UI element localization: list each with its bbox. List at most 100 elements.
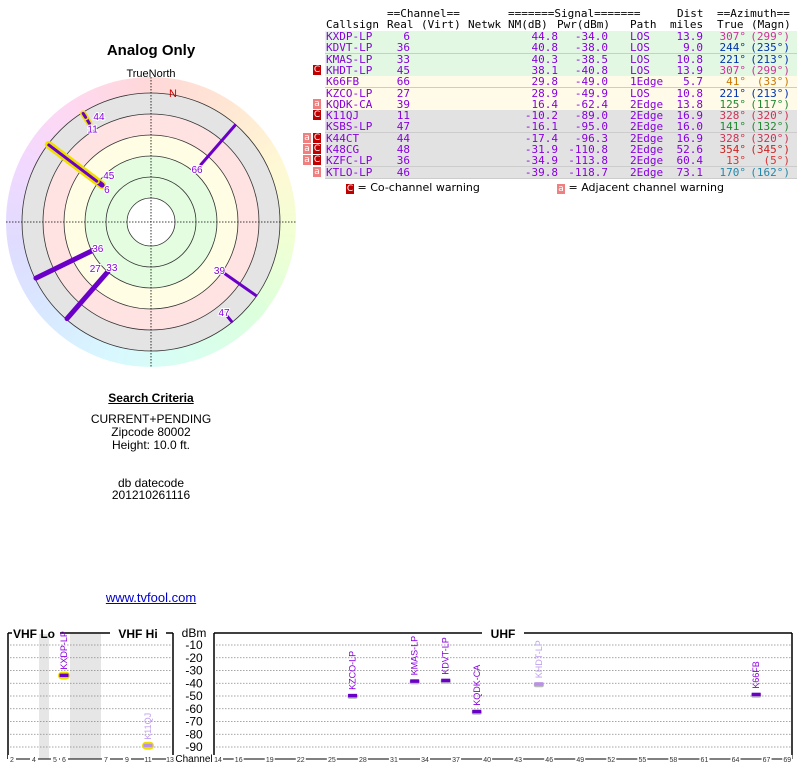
- adjacent-channel-symbol: a: [557, 184, 565, 194]
- marker-callsign: KXDP-LP: [59, 631, 69, 670]
- channel-tick: 2: [10, 757, 14, 764]
- cell-path: 2Edge: [630, 143, 664, 156]
- table-header: ==Channel== =======Signal======= Dist ==…: [325, 8, 800, 32]
- cell-nm: 16.4: [531, 97, 559, 111]
- vhf-lo-label: VHF Lo: [13, 627, 55, 641]
- channel-tick: 52: [607, 757, 615, 764]
- cell-nm: 29.8: [531, 75, 559, 89]
- cell-az-magn: (213°): [750, 52, 790, 66]
- cell-callsign: K11QJ: [326, 109, 360, 123]
- cell-dist: 16.0: [676, 120, 704, 134]
- co-channel-symbol: C: [346, 184, 354, 194]
- header-virt: (Virt): [421, 18, 461, 31]
- channel-tick: 37: [452, 757, 460, 764]
- cell-real: 44: [396, 131, 410, 145]
- marker-callsign: KQDK-CA: [472, 665, 482, 706]
- cell-real: 66: [396, 75, 410, 89]
- channel-tick: 34: [421, 757, 429, 764]
- signal-marker: [751, 692, 761, 697]
- cell-nm: 38.1: [531, 63, 559, 77]
- channel-tick: 64: [732, 757, 740, 764]
- cell-dist: 73.1: [676, 165, 704, 179]
- cell-az-true: 13°: [726, 154, 746, 168]
- cell-callsign: KZCO-LP: [326, 86, 373, 100]
- tick-bg: [606, 755, 617, 763]
- tick-bg: [264, 755, 275, 763]
- cell-callsign: KZFC-LP: [326, 154, 373, 168]
- tick-bg: [388, 755, 399, 763]
- tick-bg: [699, 755, 710, 763]
- channel-tick: 22: [297, 757, 305, 764]
- cell-az-magn: (33°): [756, 75, 790, 89]
- tick-bg: [451, 755, 462, 763]
- cell-path: 1Edge: [630, 75, 664, 89]
- signal-marker: [348, 693, 358, 698]
- cell-az-true: 244°: [719, 41, 747, 55]
- cell-path: LOS: [630, 63, 650, 77]
- channel-tick: 69: [783, 757, 791, 764]
- tick-bg: [761, 755, 772, 763]
- dbm-tick: -10: [185, 638, 203, 652]
- cell-az-magn: (299°): [750, 30, 790, 43]
- cell-nm: -10.2: [524, 109, 558, 123]
- cell-real: 36: [396, 154, 410, 168]
- cell-real: 46: [396, 165, 410, 179]
- signal-line: [33, 248, 95, 281]
- signal-line: [226, 315, 234, 323]
- station-row[interactable]: K11QJ 11 -10.2 -89.0 2Edge 16.9 328° (320°): [325, 109, 797, 123]
- tick-bg: [544, 755, 555, 763]
- channel-label: 47: [219, 308, 231, 319]
- co-channel-warning-icon: C: [313, 132, 321, 143]
- cell-pwr: -95.0: [574, 120, 608, 134]
- tick-bg: [8, 755, 16, 763]
- cell-nm: -17.4: [524, 131, 558, 145]
- channel-label: 39: [214, 266, 226, 277]
- signal-marker: [534, 682, 544, 686]
- cell-pwr: -49.0: [574, 75, 608, 89]
- cell-callsign: K48CG: [326, 143, 360, 156]
- cell-az-magn: (299°): [750, 63, 790, 77]
- adjacent-channel-warning-icon: a: [313, 98, 321, 109]
- channel-label: 66: [191, 165, 203, 176]
- cell-real: 27: [396, 86, 410, 100]
- north-marker: N: [169, 88, 177, 100]
- station-row[interactable]: KSBS-LP 47 -16.1 -95.0 2Edge 16.0 141° (132°): [325, 120, 797, 134]
- cell-dist: 10.8: [676, 86, 704, 100]
- dbm-tick: -80: [185, 727, 203, 741]
- station-row[interactable]: K44CT 44 -17.4 -96.3 2Edge 16.9 328° (320°): [325, 131, 797, 145]
- cell-dist: 60.4: [676, 154, 704, 168]
- signal-line: [222, 271, 258, 297]
- header-miles: miles: [670, 18, 704, 31]
- tick-bg: [30, 755, 38, 763]
- adjacent-channel-warning-icon: a: [303, 144, 311, 154]
- tick-bg: [637, 755, 648, 763]
- header-netwk: Netwk: [468, 18, 502, 31]
- channel-tick: 46: [545, 757, 553, 764]
- cell-real: 39: [396, 97, 410, 111]
- cell-real: 47: [396, 120, 410, 134]
- cell-real: 45: [396, 63, 410, 77]
- tvfool-link[interactable]: www.tvfool.com: [105, 590, 197, 605]
- channel-tick: 14: [214, 757, 222, 764]
- cell-real: 48: [396, 143, 410, 156]
- cell-nm: -39.8: [524, 165, 558, 179]
- cell-az-true: 307°: [719, 63, 747, 77]
- co-channel-warning-icon: C: [313, 64, 321, 75]
- channel-tick: 67: [763, 757, 771, 764]
- channel-tick: 13: [166, 757, 174, 764]
- tick-bg: [60, 755, 68, 763]
- cell-pwr: -110.8: [568, 143, 608, 156]
- dbm-tick: -20: [185, 651, 203, 665]
- cell-pwr: -38.5: [574, 52, 608, 66]
- uhf-panel-border: [213, 637, 793, 759]
- cell-az-magn: (235°): [750, 41, 790, 55]
- cell-az-true: 221°: [719, 86, 747, 100]
- station-row[interactable]: KTLO-LP 46 -39.8 -118.7 2Edge 73.1 170° (162°): [325, 165, 797, 179]
- tick-bg: [326, 755, 337, 763]
- criteria-zipcode: Zipcode 80002: [111, 425, 191, 439]
- cell-dist: 10.8: [676, 52, 704, 66]
- channel-tick: 6: [62, 757, 66, 764]
- cell-az-magn: (132°): [750, 120, 790, 134]
- cell-callsign: KMAS-LP: [326, 52, 373, 66]
